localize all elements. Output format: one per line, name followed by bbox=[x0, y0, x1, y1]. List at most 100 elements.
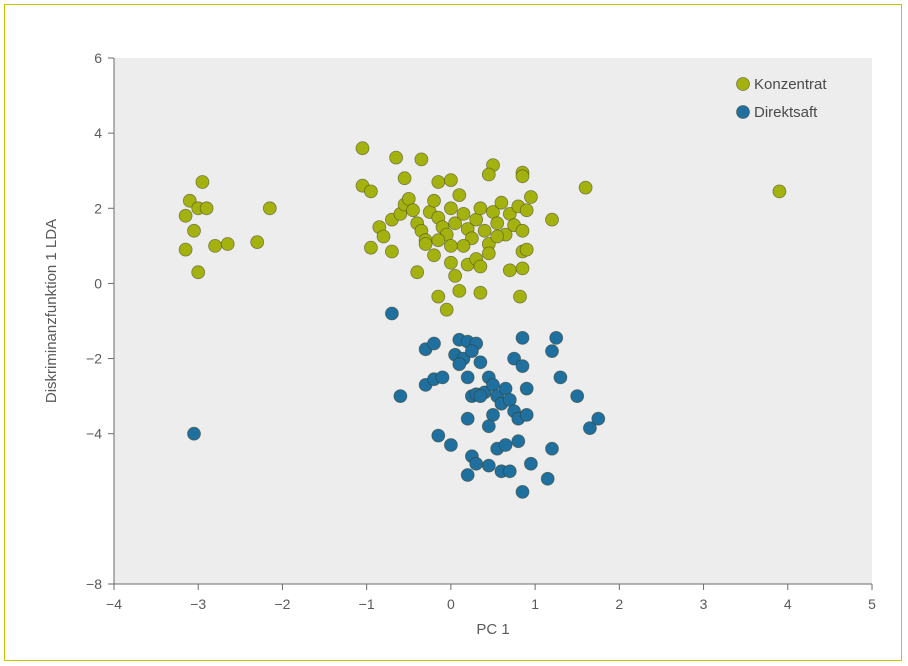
data-point bbox=[494, 195, 509, 210]
data-point bbox=[502, 464, 517, 479]
x-tick-label: 2 bbox=[615, 596, 623, 612]
data-point bbox=[178, 208, 193, 223]
data-point bbox=[469, 456, 484, 471]
data-point bbox=[355, 141, 370, 156]
data-point bbox=[540, 471, 555, 486]
data-point bbox=[195, 175, 210, 189]
data-point bbox=[583, 421, 597, 436]
data-point bbox=[443, 173, 458, 188]
data-point bbox=[481, 246, 496, 261]
y-tick-label: −4 bbox=[86, 426, 102, 442]
data-point bbox=[549, 330, 564, 345]
data-point bbox=[389, 150, 404, 165]
data-point bbox=[591, 411, 606, 426]
x-tick-label: 5 bbox=[868, 596, 876, 612]
data-point bbox=[473, 389, 488, 404]
data-point bbox=[502, 263, 517, 278]
data-point bbox=[187, 426, 201, 441]
data-point bbox=[481, 458, 496, 473]
data-point bbox=[519, 242, 534, 257]
data-point bbox=[439, 302, 454, 317]
x-tick-label: −2 bbox=[274, 596, 290, 612]
data-point bbox=[524, 190, 538, 204]
y-tick-label: 0 bbox=[94, 275, 102, 291]
data-point bbox=[515, 223, 530, 238]
x-tick-label: −3 bbox=[190, 596, 206, 612]
data-point bbox=[456, 238, 471, 253]
x-tick-label: −4 bbox=[106, 596, 122, 612]
data-point bbox=[363, 184, 378, 199]
data-point bbox=[443, 255, 458, 270]
x-tick-label: 0 bbox=[447, 596, 455, 612]
x-axis-title: PC 1 bbox=[476, 621, 509, 638]
data-point bbox=[545, 212, 559, 227]
data-point bbox=[427, 248, 441, 263]
data-point bbox=[384, 306, 399, 321]
data-point bbox=[545, 441, 559, 456]
data-point bbox=[481, 167, 496, 182]
data-point bbox=[427, 193, 441, 208]
data-point bbox=[515, 359, 530, 374]
y-tick-label: 4 bbox=[94, 125, 102, 141]
data-point bbox=[473, 259, 488, 274]
data-point bbox=[443, 201, 458, 216]
data-point bbox=[443, 438, 458, 452]
series-direktsaft bbox=[187, 306, 606, 499]
data-point bbox=[578, 180, 593, 195]
data-point bbox=[410, 265, 425, 280]
data-point bbox=[178, 242, 193, 257]
data-point bbox=[464, 344, 479, 359]
data-point bbox=[191, 265, 206, 280]
legend-marker bbox=[736, 77, 750, 91]
data-point bbox=[473, 355, 488, 370]
data-point bbox=[393, 389, 408, 404]
y-tick-label: −8 bbox=[86, 576, 102, 592]
data-point bbox=[498, 438, 513, 452]
data-point bbox=[418, 237, 433, 251]
data-point bbox=[431, 428, 446, 443]
data-point bbox=[448, 216, 463, 231]
plot-area bbox=[114, 58, 872, 584]
data-point bbox=[187, 223, 201, 238]
series-konzentrat bbox=[178, 141, 787, 317]
data-point bbox=[208, 238, 223, 253]
data-point bbox=[515, 169, 530, 184]
x-tick-label: 3 bbox=[700, 596, 708, 612]
data-point bbox=[448, 268, 463, 283]
data-point bbox=[250, 235, 265, 250]
data-point bbox=[477, 223, 492, 238]
y-tick-label: 6 bbox=[94, 50, 102, 66]
data-point bbox=[414, 152, 429, 167]
data-point bbox=[519, 381, 534, 396]
data-point bbox=[397, 171, 412, 186]
data-point bbox=[473, 201, 488, 216]
data-point bbox=[384, 244, 399, 259]
data-point bbox=[427, 336, 441, 351]
data-point bbox=[431, 233, 446, 248]
data-point bbox=[452, 188, 467, 203]
data-point bbox=[473, 285, 488, 300]
x-tick-label: 1 bbox=[531, 596, 539, 612]
data-point bbox=[406, 203, 420, 218]
data-point bbox=[490, 216, 505, 231]
data-point bbox=[570, 389, 585, 404]
data-point bbox=[443, 238, 458, 253]
data-point bbox=[460, 468, 475, 482]
y-axis-title: Diskriminanzfunktion 1 LDA bbox=[43, 219, 60, 403]
data-point bbox=[452, 283, 467, 298]
data-point bbox=[515, 484, 530, 499]
data-point bbox=[519, 407, 534, 422]
data-point bbox=[772, 184, 787, 199]
data-point bbox=[524, 456, 538, 471]
data-point bbox=[545, 344, 559, 359]
data-point bbox=[220, 237, 235, 251]
data-point bbox=[515, 330, 530, 345]
data-point bbox=[376, 229, 391, 244]
legend-label: Konzentrat bbox=[754, 76, 827, 93]
data-point bbox=[431, 175, 446, 189]
data-point bbox=[515, 261, 530, 276]
data-points bbox=[178, 141, 787, 499]
data-point bbox=[452, 357, 467, 372]
